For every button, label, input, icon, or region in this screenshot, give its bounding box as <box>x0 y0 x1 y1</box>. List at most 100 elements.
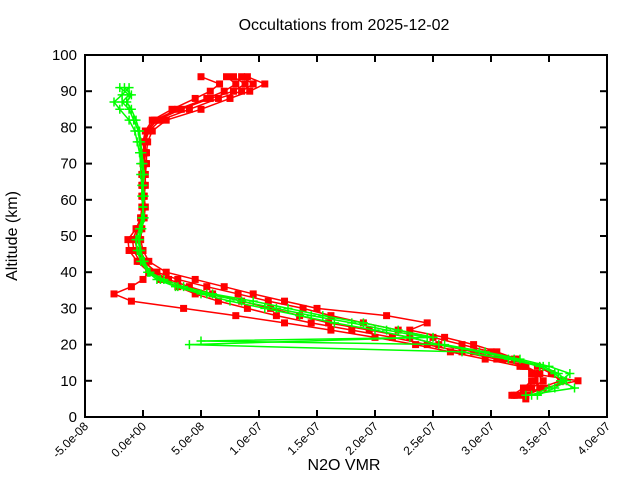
marker-square <box>144 127 152 135</box>
marker-square <box>226 94 234 102</box>
marker-square <box>229 87 237 95</box>
marker-square <box>174 275 182 283</box>
profile-line <box>139 76 563 396</box>
marker-plus <box>474 347 484 357</box>
marker-square <box>243 304 251 312</box>
marker-plus <box>570 383 580 393</box>
marker-plus <box>115 104 125 114</box>
marker-plus <box>132 245 142 255</box>
marker-plus <box>124 115 134 125</box>
marker-plus <box>136 256 146 266</box>
marker-square <box>238 87 246 95</box>
profile-line <box>134 76 579 396</box>
x-tick-label: 2.5e-07 <box>400 419 439 458</box>
marker-plus <box>248 296 258 306</box>
marker-square <box>206 87 214 95</box>
y-tick-label: 0 <box>69 409 77 426</box>
marker-square <box>249 80 257 88</box>
marker-square <box>203 283 211 291</box>
marker-square <box>441 333 449 341</box>
marker-square <box>216 80 224 88</box>
marker-square <box>246 87 254 95</box>
marker-plus <box>137 191 147 201</box>
marker-square <box>522 362 530 370</box>
y-tick-label: 20 <box>60 337 77 354</box>
marker-square <box>574 377 582 385</box>
marker-plus <box>131 235 141 245</box>
marker-square <box>220 283 228 291</box>
marker-square <box>197 73 205 81</box>
marker-square <box>481 355 489 363</box>
marker-plus <box>170 282 180 292</box>
x-tick-label: 3.0e-07 <box>458 419 497 458</box>
marker-square <box>249 290 257 298</box>
marker-plus <box>137 180 147 190</box>
x-tick-label: 2.0e-07 <box>342 419 381 458</box>
marker-plus <box>122 97 132 107</box>
marker-plus <box>132 137 142 147</box>
marker-plus <box>538 361 548 371</box>
marker-plus <box>130 126 140 136</box>
marker-square <box>348 326 356 334</box>
series-occultation-red-4 <box>137 73 565 399</box>
x-tick-label: 0.0e+00 <box>108 419 149 460</box>
marker-plus <box>393 325 403 335</box>
marker-plus <box>196 336 206 346</box>
marker-plus <box>295 311 305 321</box>
chart-title: Occultations from 2025-12-02 <box>239 17 450 34</box>
x-tick-label: 4.0e-07 <box>574 419 613 458</box>
marker-square <box>327 312 335 320</box>
marker-square <box>124 236 132 244</box>
marker-square <box>191 275 199 283</box>
marker-plus <box>565 369 575 379</box>
marker-plus <box>117 90 127 100</box>
marker-plus <box>152 274 162 284</box>
marker-plus <box>509 354 519 364</box>
marker-square <box>470 348 478 356</box>
y-tick-label: 10 <box>60 373 77 390</box>
y-tick-label: 70 <box>60 156 77 173</box>
marker-plus <box>405 332 415 342</box>
x-tick-label: 5.0e-08 <box>168 419 207 458</box>
marker-square <box>127 283 135 291</box>
marker-square <box>162 268 170 276</box>
x-tick-label: 1.5e-07 <box>284 419 323 458</box>
marker-plus <box>135 224 145 234</box>
marker-square <box>519 384 527 392</box>
marker-square <box>264 297 272 305</box>
marker-plus <box>260 303 270 313</box>
marker-square <box>458 341 466 349</box>
marker-plus <box>358 318 368 328</box>
marker-square <box>536 370 544 378</box>
marker-square <box>528 370 536 378</box>
marker-square <box>214 94 222 102</box>
marker-square <box>110 290 118 298</box>
plot-frame: -5.0e-08 0.0e+00 5.0e-08 1.0e-07 1.5e-07 2.0e… <box>50 47 614 461</box>
marker-square <box>197 105 205 113</box>
marker-square <box>234 290 242 298</box>
marker-square <box>141 138 149 146</box>
marker-square <box>232 80 240 88</box>
marker-square <box>307 319 315 327</box>
marker-square <box>299 304 307 312</box>
marker-square <box>423 319 431 327</box>
marker-square <box>528 377 536 385</box>
marker-plus <box>126 90 136 100</box>
y-tick-label: 80 <box>60 119 77 136</box>
marker-plus <box>283 303 293 313</box>
marker-square <box>508 391 516 399</box>
marker-square <box>168 105 176 113</box>
marker-square <box>229 73 237 81</box>
marker-square <box>241 80 249 88</box>
marker-square <box>493 348 501 356</box>
marker-square <box>539 377 547 385</box>
marker-plus <box>428 332 438 342</box>
y-tick-label: 90 <box>60 83 77 100</box>
y-axis-title: Altitude (km) <box>4 191 21 281</box>
marker-square <box>513 391 521 399</box>
marker-square <box>267 304 275 312</box>
marker-square <box>325 319 333 327</box>
y-tick-label: 50 <box>60 228 77 245</box>
marker-square <box>214 297 222 305</box>
